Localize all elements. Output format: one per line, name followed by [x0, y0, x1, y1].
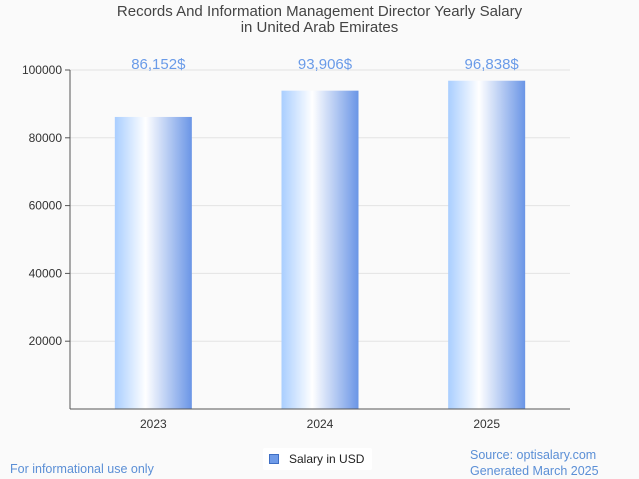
- y-tick-label: 60000: [29, 199, 63, 213]
- data-label: 96,838$: [465, 56, 520, 73]
- y-tick-label: 100000: [22, 63, 62, 77]
- disclaimer-text: For informational use only: [10, 462, 154, 476]
- data-label: 93,906$: [298, 56, 353, 73]
- chart-title: Records And Information Management Direc…: [0, 4, 639, 36]
- bar-2024: [281, 90, 359, 409]
- legend-swatch: [269, 454, 279, 464]
- legend-label: Salary in USD: [289, 452, 365, 466]
- x-tick-label: 2024: [307, 417, 334, 431]
- chart-title-line-1: Records And Information Management Direc…: [116, 3, 523, 20]
- x-tick-label: 2025: [473, 417, 500, 431]
- y-tick-label: 40000: [29, 266, 63, 280]
- x-tick-label: 2023: [140, 417, 167, 431]
- source-info: Source: optisalary.com Generated March 2…: [470, 447, 599, 479]
- y-tick-label: 20000: [29, 334, 63, 348]
- bar-2025: [448, 80, 526, 409]
- data-label: 86,152$: [131, 56, 186, 73]
- y-tick-label: 80000: [29, 131, 63, 145]
- bar-2023: [114, 116, 192, 410]
- generated-date: Generated March 2025: [470, 464, 599, 478]
- legend: Salary in USD: [263, 448, 373, 470]
- source-link[interactable]: Source: optisalary.com: [470, 448, 597, 462]
- chart-title-line-2: in United Arab Emirates: [240, 19, 399, 36]
